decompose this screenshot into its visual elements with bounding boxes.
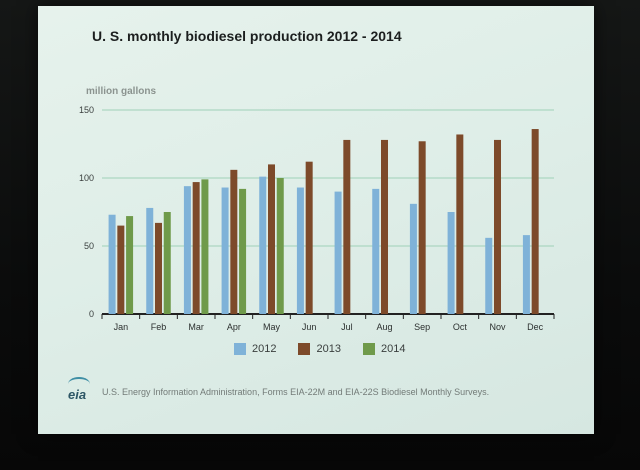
x-tick-label-feb: Feb xyxy=(151,322,167,332)
bar-2014-apr xyxy=(239,188,247,314)
x-tick-label-may: May xyxy=(263,322,281,332)
bar-2014-jan xyxy=(126,216,134,314)
x-tick-label-aug: Aug xyxy=(376,322,392,332)
y-tick-label-0: 0 xyxy=(89,309,94,319)
y-tick-label-100: 100 xyxy=(79,173,94,183)
bar-2013-mar xyxy=(192,182,200,314)
bar-2013-aug xyxy=(381,139,388,314)
x-tick-label-dec: Dec xyxy=(527,322,544,332)
chart-title: U. S. monthly biodiesel production 2012 … xyxy=(92,28,402,44)
legend-label-2012: 2012 xyxy=(252,343,277,355)
chart-legend: 2012 2013 2014 xyxy=(234,343,405,355)
bar-2012-oct xyxy=(447,212,455,314)
legend-label-2013: 2013 xyxy=(316,343,341,355)
bar-2012-jul xyxy=(334,191,342,314)
y-tick-label-50: 50 xyxy=(84,241,94,251)
bar-2012-feb xyxy=(146,207,154,314)
bar-2013-dec xyxy=(531,129,539,314)
x-tick-label-sep: Sep xyxy=(414,322,430,332)
legend-item-2013: 2013 xyxy=(298,343,341,355)
bar-2014-feb xyxy=(163,212,171,314)
legend-swatch-2013 xyxy=(298,343,311,355)
legend-swatch-2014 xyxy=(362,343,375,355)
presentation-slide: U. S. monthly biodiesel production 2012 … xyxy=(38,6,594,434)
x-tick-label-nov: Nov xyxy=(489,322,506,332)
bar-2012-jan xyxy=(108,214,116,314)
bar-2013-apr xyxy=(230,169,238,314)
bar-2012-dec xyxy=(522,235,530,314)
bar-2012-aug xyxy=(372,188,380,314)
bar-2013-jul xyxy=(343,139,351,314)
legend-item-2014: 2014 xyxy=(362,343,406,355)
legend-label-2014: 2014 xyxy=(380,343,406,355)
bar-2012-jun xyxy=(296,187,304,314)
eia-logo: eia xyxy=(66,377,94,403)
x-tick-label-apr: Apr xyxy=(227,322,241,332)
bar-2014-may xyxy=(276,178,284,314)
bar-2012-apr xyxy=(221,187,229,314)
x-tick-label-oct: Oct xyxy=(453,322,468,332)
y-tick-label-150: 150 xyxy=(79,105,94,115)
legend-item-2012: 2012 xyxy=(234,343,276,355)
x-tick-label-mar: Mar xyxy=(188,322,204,332)
bar-2013-may xyxy=(268,164,275,314)
source-footer: eia U.S. Energy Information Administrati… xyxy=(66,377,490,403)
bar-2013-oct xyxy=(456,134,464,314)
bar-2012-sep xyxy=(409,203,417,314)
x-tick-label-jan: Jan xyxy=(114,322,129,332)
bar-2014-mar xyxy=(201,179,209,314)
bar-2013-jun xyxy=(305,161,313,314)
eia-logo-arc xyxy=(68,377,90,391)
x-tick-label-jul: Jul xyxy=(341,322,353,332)
bar-chart: 0 50 100 150 Jan Feb Mar Apr May Jun Jul Aug Sep Oct N… xyxy=(79,105,555,332)
bar-2012-nov xyxy=(485,237,493,314)
bar-2013-feb xyxy=(155,222,162,314)
y-axis-unit-label: million gallons xyxy=(86,86,157,97)
source-citation: U.S. Energy Information Administration, … xyxy=(102,387,490,397)
legend-swatch-2012 xyxy=(234,343,246,355)
bar-2013-nov xyxy=(494,139,501,314)
bar-2012-may xyxy=(259,176,267,314)
x-tick-label-jun: Jun xyxy=(302,322,317,332)
bar-2012-mar xyxy=(183,186,191,314)
eia-logo-text: eia xyxy=(68,387,87,402)
bar-2013-sep xyxy=(418,141,426,314)
bar-2013-jan xyxy=(117,225,125,314)
